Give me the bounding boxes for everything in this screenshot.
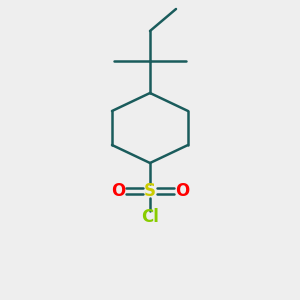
Text: O: O [175,182,189,200]
Text: O: O [111,182,125,200]
Text: Cl: Cl [141,208,159,226]
Text: S: S [144,182,156,200]
